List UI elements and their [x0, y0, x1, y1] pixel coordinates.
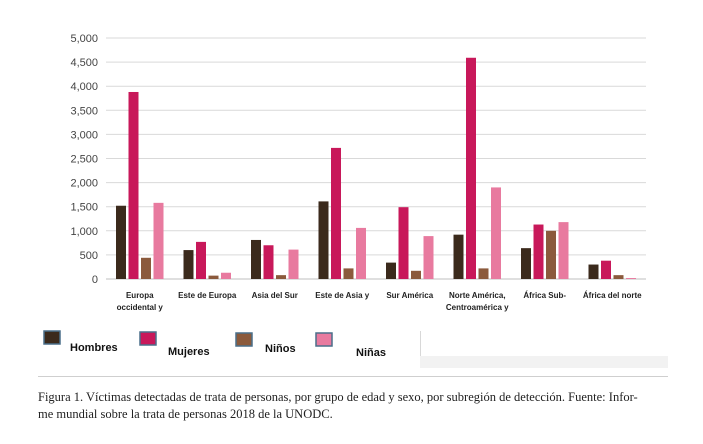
- bar-mujeres: [466, 57, 476, 280]
- legend-label-hombres: Hombres: [70, 342, 118, 354]
- bar-hombres: [318, 201, 329, 279]
- y-tick-label: 500: [80, 250, 98, 262]
- y-tick-label: 1,500: [70, 202, 98, 214]
- category-label: África del norte: [583, 291, 642, 300]
- y-tick-label: 0: [92, 274, 98, 286]
- bar-mujeres: [128, 91, 139, 279]
- bar-hombres: [251, 239, 261, 279]
- bar-niñas: [221, 272, 231, 279]
- bar-niñas: [356, 227, 366, 279]
- y-tick-label: 4,500: [70, 57, 98, 69]
- bar-hombres: [453, 234, 464, 279]
- category-label: Asia del Sur: [252, 291, 298, 300]
- bar-niños: [411, 270, 421, 279]
- legend-patch: [420, 331, 669, 356]
- bar-mujeres: [263, 245, 274, 279]
- category-label: Este de Asia y: [315, 291, 370, 300]
- y-tick-label: 4,000: [70, 81, 98, 93]
- legend-label-niñas: Niñas: [356, 347, 386, 359]
- bar-niñas: [153, 202, 164, 279]
- y-tick-label: 3,500: [70, 105, 98, 117]
- bar-niños: [613, 275, 624, 279]
- bar-mujeres: [533, 224, 544, 279]
- bar-hombres: [183, 250, 194, 279]
- bar-hombres: [386, 262, 396, 279]
- chart-area: [44, 26, 668, 331]
- bar-mujeres: [331, 147, 341, 279]
- bar-niñas: [423, 236, 434, 279]
- bar-niñas: [491, 187, 501, 279]
- bar-niños: [276, 275, 286, 279]
- category-label: Europa: [126, 291, 154, 300]
- bar-niños: [208, 275, 219, 279]
- legend-swatch-niñas: [315, 332, 333, 347]
- category-label: Sur América: [386, 291, 433, 300]
- caption-line-1: Figura 1. Víctimas detectadas de trata d…: [38, 390, 638, 404]
- caption-line-2: me mundial sobre la trata de personas 20…: [38, 407, 333, 421]
- bar-mujeres: [601, 260, 611, 279]
- bar-mujeres: [398, 207, 409, 279]
- bar-mujeres: [196, 241, 206, 279]
- legend-label-niños: Niños: [265, 343, 296, 355]
- bar-niños: [141, 257, 151, 279]
- legend-swatch-mujeres: [139, 331, 157, 346]
- legend-swatch-hombres: [43, 330, 61, 345]
- bar-niños: [343, 268, 354, 279]
- legend-swatch-niños: [235, 332, 253, 347]
- y-tick-label: 1,000: [70, 226, 98, 238]
- category-label: Norte América,: [449, 291, 506, 300]
- category-label: Este de Europa: [178, 291, 237, 300]
- category-label: occidental y: [117, 303, 164, 312]
- bar-niños: [478, 268, 489, 279]
- legend-area: [44, 331, 420, 368]
- bar-niñas: [626, 278, 636, 279]
- bar-hombres: [588, 264, 599, 279]
- legend-label-mujeres: Mujeres: [168, 346, 210, 358]
- y-tick-label: 3,000: [70, 129, 98, 141]
- bar-niñas: [558, 222, 569, 279]
- bar-hombres: [116, 205, 126, 279]
- category-label: África Sub-: [523, 291, 566, 300]
- category-label: Centroamérica y: [446, 303, 509, 312]
- bar-niñas: [288, 249, 299, 279]
- bar-hombres: [521, 248, 531, 279]
- bar-niños: [546, 230, 556, 279]
- y-tick-label: 5,000: [70, 33, 98, 45]
- caption-separator: [38, 376, 668, 377]
- y-tick-label: 2,500: [70, 154, 98, 166]
- figure-caption: Figura 1. Víctimas detectadas de trata d…: [38, 389, 668, 423]
- y-tick-label: 2,000: [70, 178, 98, 190]
